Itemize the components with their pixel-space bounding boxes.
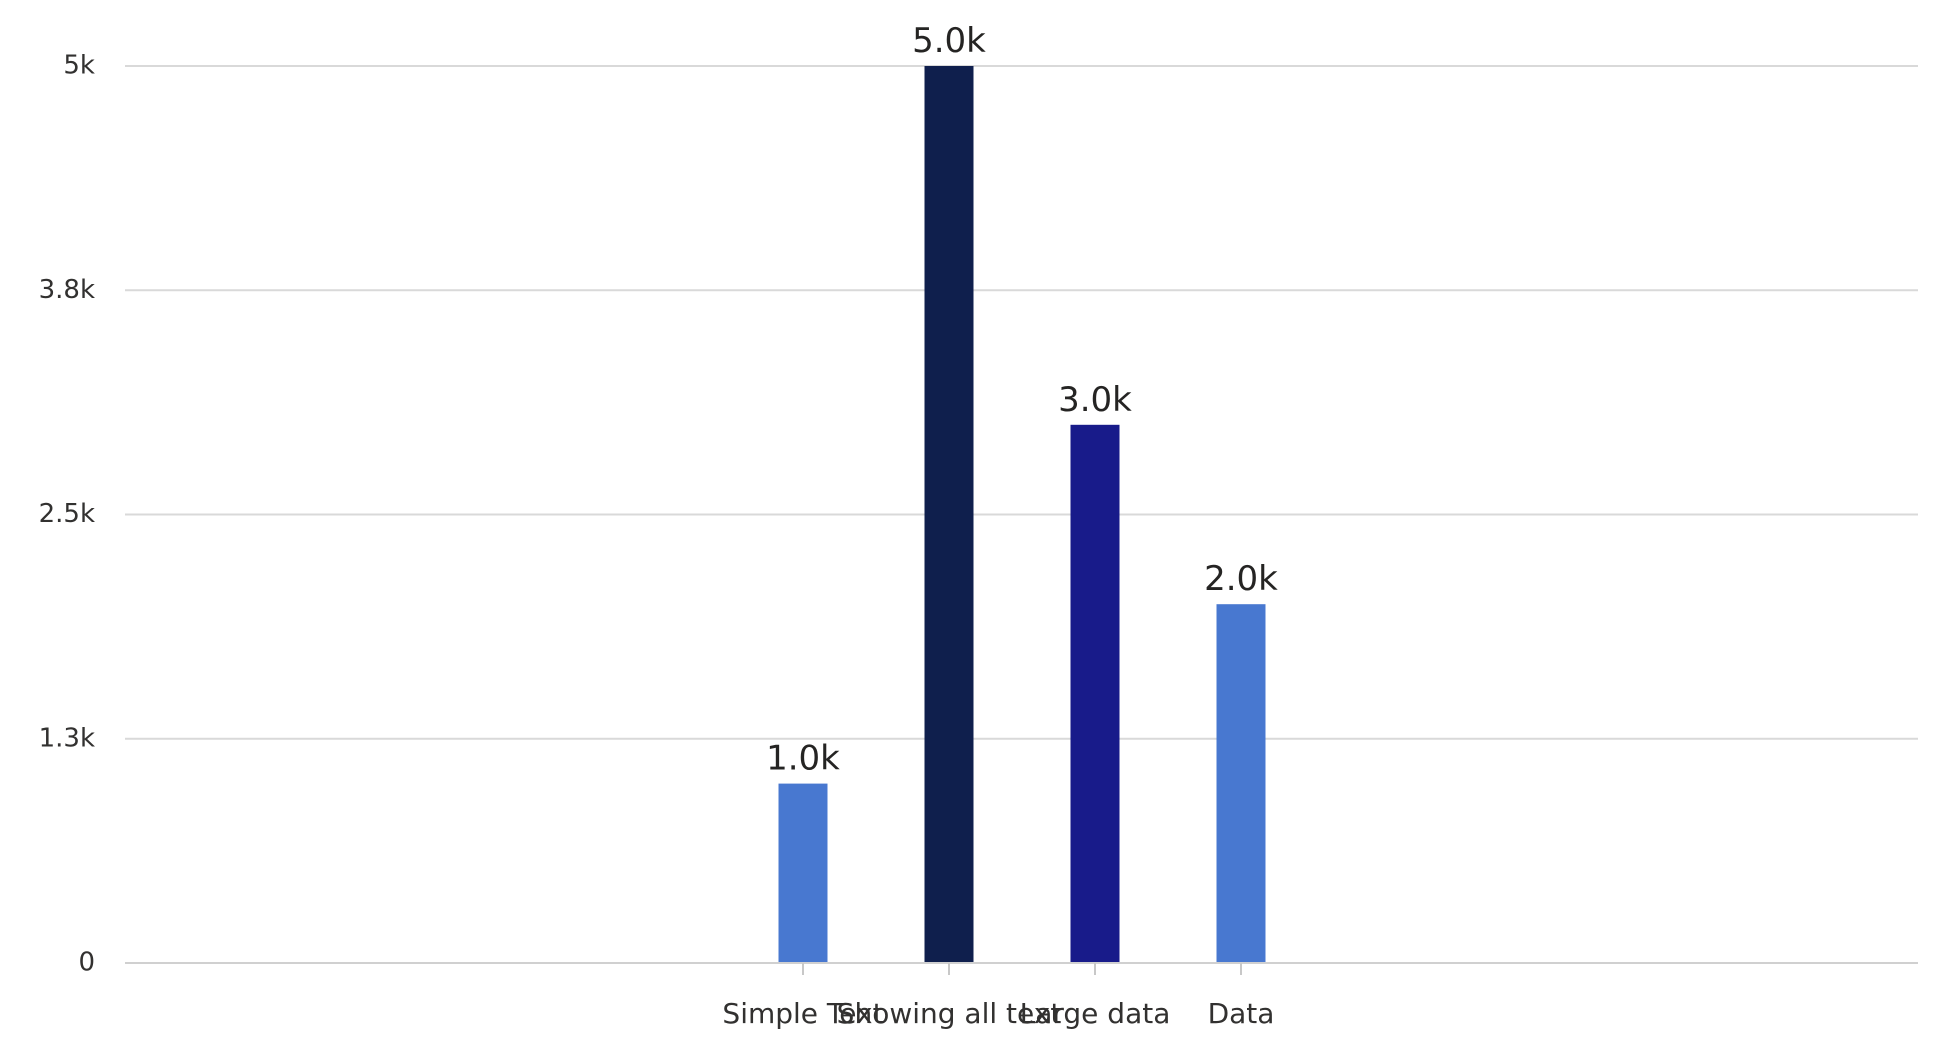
bar <box>924 66 974 963</box>
bar <box>1070 424 1120 963</box>
y-axis: 0 1.3k 2.5k 3.8k 5k <box>39 51 95 978</box>
bars <box>778 66 1266 963</box>
bar <box>778 783 828 963</box>
y-tick-label: 5k <box>63 51 95 81</box>
x-tick-label: Large data <box>1020 997 1171 1030</box>
y-tick-label: 3.8k <box>39 275 95 305</box>
data-label: 2.0k <box>1204 559 1278 599</box>
data-labels: 1.0k 5.0k 3.0k 2.0k <box>766 21 1278 779</box>
x-tick-label: Data <box>1208 997 1275 1030</box>
y-tick-label: 0 <box>78 948 95 978</box>
data-label: 5.0k <box>912 21 986 61</box>
data-label: 1.0k <box>766 739 840 779</box>
bar <box>1216 604 1266 963</box>
gridlines <box>125 65 1918 740</box>
x-tick-label: Showing all text <box>837 997 1062 1030</box>
y-tick-label: 1.3k <box>39 723 95 753</box>
data-label: 3.0k <box>1058 380 1132 420</box>
y-tick-label: 2.5k <box>39 499 95 529</box>
x-tick-label: Simple Text <box>722 997 883 1030</box>
